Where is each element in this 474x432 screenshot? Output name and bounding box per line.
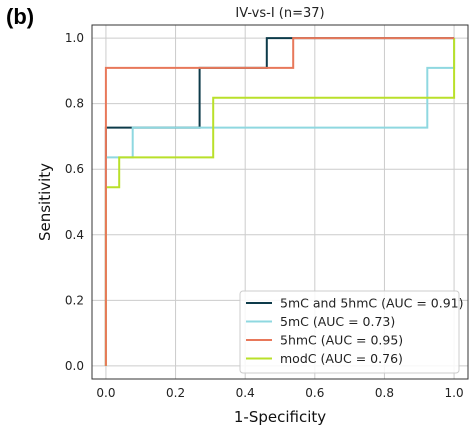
chart-title: IV-vs-I (n=37) — [235, 6, 324, 21]
y-axis-label: Sensitivity — [36, 163, 54, 241]
legend-label: 5mC and 5hmC (AUC = 0.91) — [280, 296, 464, 311]
x-tick-label: 1.0 — [445, 386, 464, 400]
x-tick-label: 0.6 — [305, 386, 324, 400]
panel-label: (b) — [6, 4, 34, 29]
legend: 5mC and 5hmC (AUC = 0.91) 5mC (AUC = 0.73… — [239, 290, 464, 374]
x-tick-label: 0.4 — [236, 386, 255, 400]
y-tick-label: 0.4 — [65, 228, 84, 242]
x-axis-label: 1-Specificity — [234, 408, 326, 426]
ticks: 0.0 0.2 0.4 0.6 0.8 1.0 0.0 0.2 0.4 0.6 0.8 1.0 — [65, 31, 464, 400]
y-tick-label: 0.0 — [65, 359, 84, 373]
y-tick-label: 1.0 — [65, 31, 84, 45]
series-line — [104, 38, 456, 366]
legend-label: 5mC (AUC = 0.73) — [280, 314, 395, 329]
x-tick-label: 0.0 — [96, 386, 115, 400]
y-tick-label: 0.2 — [65, 293, 84, 307]
x-tick-label: 0.8 — [375, 386, 394, 400]
series-lines — [104, 37, 456, 366]
legend-label: 5hmC (AUC = 0.95) — [280, 333, 403, 348]
legend-box — [239, 290, 460, 374]
y-tick-label: 0.8 — [65, 97, 84, 111]
plot-frame — [91, 24, 469, 380]
y-tick-label: 0.6 — [65, 162, 84, 176]
series-line — [104, 37, 455, 366]
legend-label: modC (AUC = 0.76) — [280, 351, 403, 366]
series-line — [104, 38, 456, 366]
x-tick-label: 0.2 — [166, 386, 185, 400]
